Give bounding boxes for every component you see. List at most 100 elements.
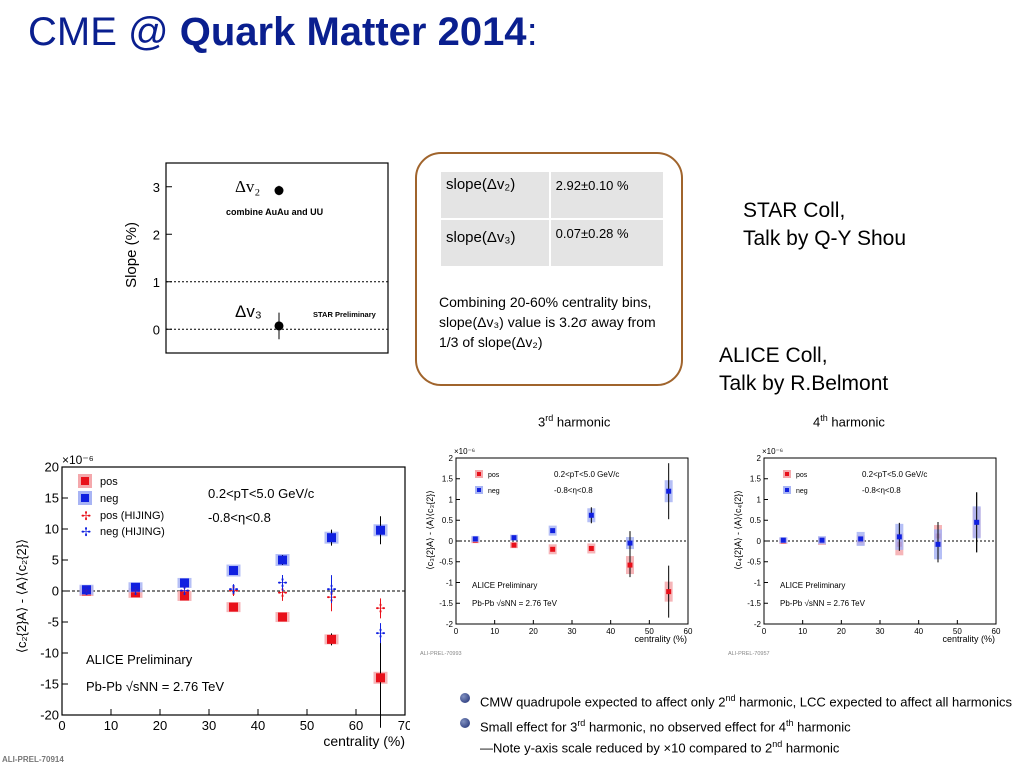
- bullet-dot-icon: [460, 693, 470, 703]
- s3-pos-marker: [550, 546, 556, 552]
- star-ytick-label: 1: [153, 275, 160, 290]
- m-xtick-label: 10: [104, 718, 118, 733]
- c3-exponent: ×10⁻⁶: [454, 447, 475, 456]
- s3-neg-marker: [627, 540, 633, 546]
- slope-dv2-label: slope(Δv₂): [439, 170, 551, 220]
- c2-plot-id: ALI-PREL-70914: [2, 755, 64, 764]
- legend-neg-hijing-marker: ✢: [81, 525, 91, 539]
- slope-dv3-label: slope(Δv₃): [439, 218, 551, 268]
- s3-neg-marker: [588, 512, 594, 518]
- c4-legend-pos: pos: [796, 472, 808, 479]
- m-ytick-label: -5: [47, 615, 59, 630]
- s3-pos-marker: [588, 545, 594, 551]
- c4-ylabel: ⟨c₄{2}A⟩ - ⟨A⟩⟨c₄{2}⟩: [733, 490, 743, 569]
- summary-bullets: CMW quadrupole expected to affect only 2…: [458, 690, 1013, 761]
- s3-ytick-label: -2: [446, 620, 454, 629]
- c2-xlabel: centrality (%): [323, 733, 405, 749]
- m-pos-marker: [278, 612, 287, 622]
- m-ytick-label: -10: [40, 646, 59, 661]
- c2-cut-eta: -0.8<η<0.8: [208, 510, 271, 525]
- s4-neg-marker: [935, 541, 941, 547]
- s3-ytick-label: -1.5: [439, 599, 453, 608]
- s4-xtick-label: 20: [837, 627, 846, 636]
- alice-credit-line1: ALICE Coll,: [719, 344, 828, 367]
- m-neg-hijing-marker: ✢: [375, 626, 385, 640]
- c2-system: Pb-Pb √sNN = 2.76 TeV: [86, 679, 224, 694]
- c4-legend-neg: neg: [796, 488, 808, 495]
- slide-title: CME @ Quark Matter 2014:: [28, 10, 538, 55]
- m-pos-marker: [376, 673, 385, 683]
- bullet-1-post: harmonic, LCC expected to affect all har…: [735, 694, 1012, 710]
- bullet-2-post: harmonic: [793, 719, 851, 735]
- m-xtick-label: 30: [202, 718, 216, 733]
- s4-ytick-label: 1.5: [750, 475, 762, 484]
- c3-cut-eta: -0.8<η<0.8: [554, 486, 593, 495]
- s4-xtick-label: 0: [762, 627, 767, 636]
- m-pos-hijing-marker: ✢: [81, 584, 91, 598]
- m-neg-hijing-marker: ✢: [228, 582, 238, 596]
- s3-neg-marker: [511, 535, 517, 541]
- table-row: slope(Δv₃) 0.07±0.28 %: [439, 218, 666, 268]
- m-ytick-label: -15: [40, 677, 59, 692]
- slope-result-box: slope(Δv₂) 2.92±0.10 % slope(Δv₃) 0.07±0…: [415, 152, 683, 386]
- s4-neg-marker: [858, 536, 864, 542]
- star-credit-line2: Talk by Q-Y Shou: [743, 227, 907, 250]
- s3-neg-marker: [666, 488, 672, 494]
- third-num: 3: [538, 414, 546, 430]
- s3-xtick-label: 40: [606, 627, 615, 636]
- third-sup: rd: [545, 413, 554, 423]
- s4-ytick-label: 2: [757, 454, 762, 463]
- legend-pos-marker: [81, 477, 89, 485]
- m-ytick-label: 20: [45, 460, 59, 475]
- c3-legend-pos: pos: [488, 472, 500, 479]
- star-point-dv3: [274, 321, 284, 331]
- s4-ytick-label: -0.5: [747, 558, 761, 567]
- c3-xlabel: centrality (%): [634, 634, 687, 644]
- m-ytick-label: 0: [52, 584, 59, 599]
- m-xtick-label: 20: [153, 718, 167, 733]
- bullet-2-pre: Small effect for 3: [480, 719, 578, 735]
- s4-ytick-label: -1.5: [747, 599, 761, 608]
- s3-xtick-label: 20: [529, 627, 538, 636]
- star-point-dv2: [274, 186, 284, 196]
- m-neg-hijing-marker: ✢: [277, 576, 287, 590]
- star-plot-frame: [165, 162, 389, 354]
- s4-ytick-label: 1: [757, 495, 762, 504]
- fourth-harmonic-title: 4th harmonic: [813, 413, 885, 429]
- alice-c3-plot: 21.510.50-0.5-1-1.5-20 10 20 30 40 50 60 ×10⁻⁶…: [420, 447, 693, 657]
- combine-note: Combining 20-60% centrality bins, slope(…: [439, 294, 656, 350]
- c4-cut-pt: 0.2<pT<5.0 GeV/c: [862, 470, 927, 479]
- fourth-num: 4: [813, 414, 821, 430]
- c4-legend-pos-marker: [785, 472, 789, 476]
- c2-cut-pt: 0.2<pT<5.0 GeV/c: [208, 486, 315, 501]
- s4-neg-marker: [819, 537, 825, 543]
- slope-dv2-value: 2.92±0.10 %: [548, 170, 666, 220]
- m-neg-marker: [278, 555, 287, 565]
- alice-c4-plot: 21.510.50-0.5-1-1.5-20 10 20 30 40 50 60 ×10⁻⁶…: [728, 447, 1001, 657]
- m-xtick-label: 70: [398, 718, 410, 733]
- c4-legend-neg-marker: [785, 488, 789, 492]
- title-bold: Quark Matter 2014: [179, 10, 527, 54]
- c3-legend-neg-marker: [477, 488, 481, 492]
- s4-ytick-label: -1: [754, 578, 762, 587]
- bullet-1-sup: nd: [725, 693, 736, 703]
- star-ytick-label: 2: [153, 227, 160, 242]
- c3-legend-neg: neg: [488, 488, 500, 495]
- s4-neg-marker: [974, 519, 980, 525]
- star-ytick-label: 0: [153, 322, 160, 337]
- c2-alice-preliminary: ALICE Preliminary: [86, 652, 193, 667]
- s3-ytick-label: 0: [449, 537, 454, 546]
- note-star-preliminary: STAR Preliminary: [313, 310, 377, 319]
- m-pos-marker: [327, 634, 336, 644]
- s3-xtick-label: 0: [454, 627, 459, 636]
- s3-pos-marker: [666, 589, 672, 595]
- c4-xlabel: centrality (%): [942, 634, 995, 644]
- third-harmonic-title: 3rd harmonic: [538, 413, 610, 429]
- c4-exponent: ×10⁻⁶: [762, 447, 783, 456]
- legend-pos-hijing-marker: ✢: [81, 509, 91, 523]
- m-xtick-label: 60: [349, 718, 363, 733]
- m-xtick-label: 0: [58, 718, 65, 733]
- c4-plot-id: ALI-PREL-70957: [728, 651, 770, 657]
- s4-xtick-label: 30: [876, 627, 885, 636]
- m-ytick-label: 5: [52, 553, 59, 568]
